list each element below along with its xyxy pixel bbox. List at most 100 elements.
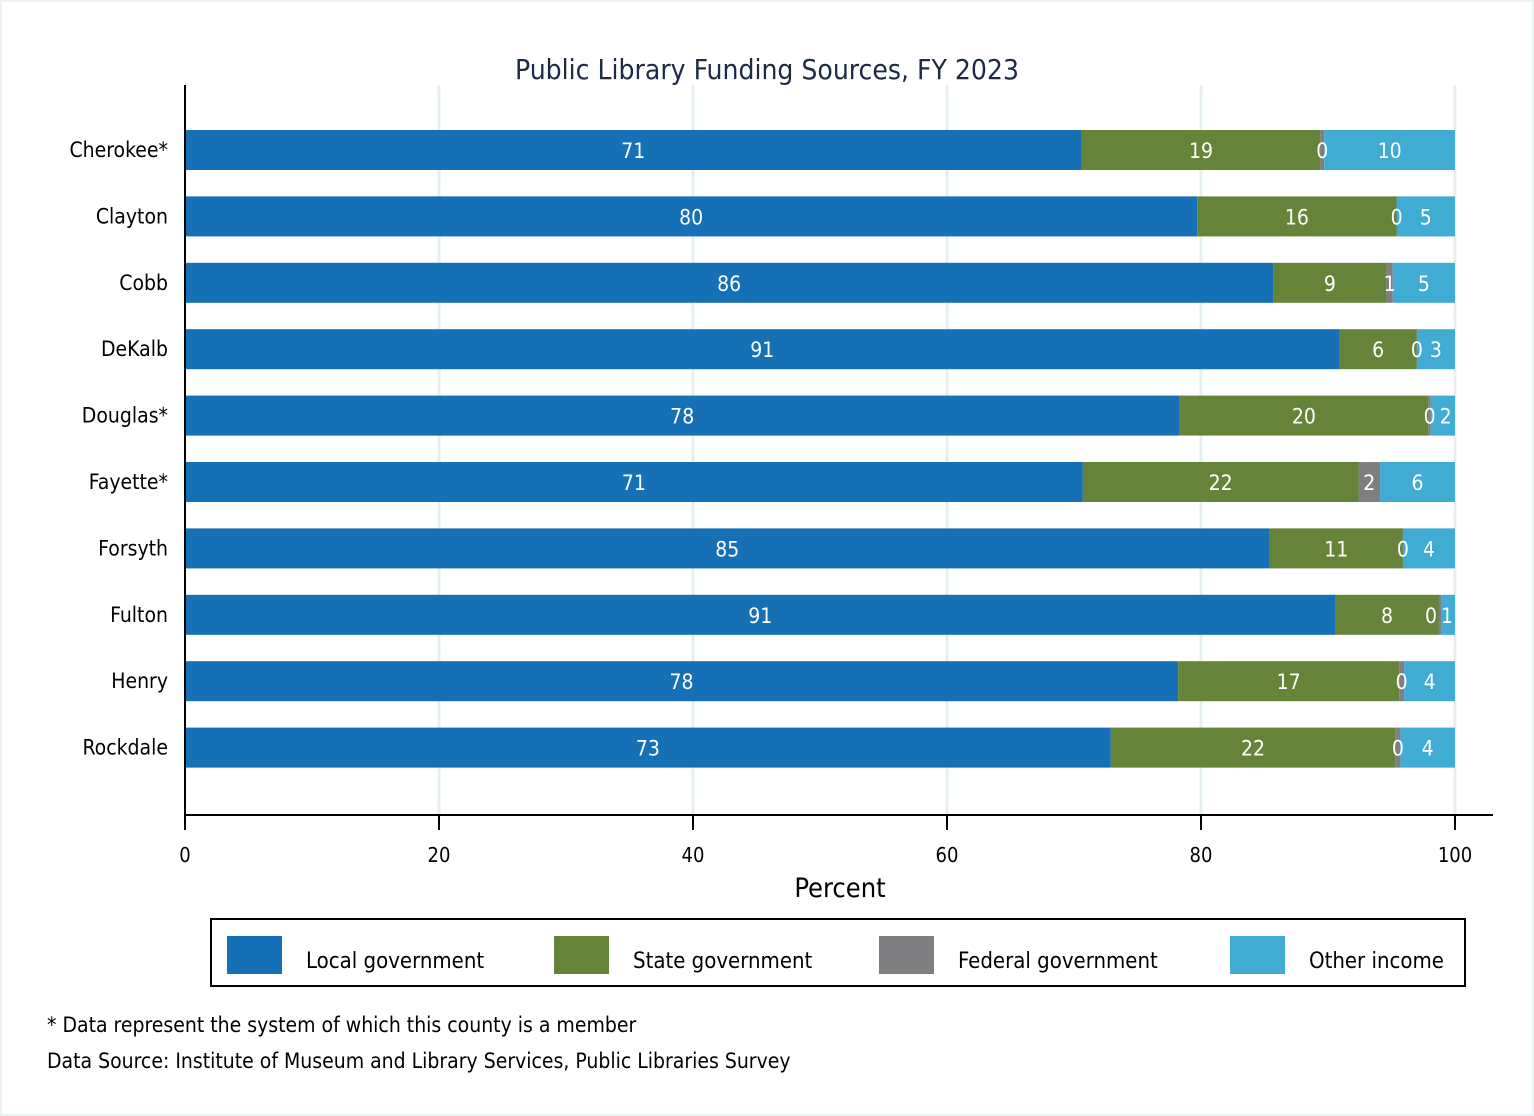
bar-data-label: 5 — [1420, 205, 1432, 229]
bar-segment-federal-government — [1320, 130, 1325, 170]
bar-data-label: 1 — [1441, 604, 1453, 628]
y-category-label: Henry — [111, 669, 168, 693]
bar-data-label: 3 — [1430, 338, 1442, 362]
bar-data-label: 5 — [1418, 272, 1430, 296]
y-category-label: Cherokee* — [69, 138, 168, 162]
bar-data-label: 0 — [1392, 737, 1404, 761]
bar-segment-local-government — [185, 130, 1082, 170]
bar-data-label: 86 — [717, 272, 741, 296]
bar-data-label: 6 — [1372, 338, 1384, 362]
bar-segment-federal-government — [1386, 262, 1393, 303]
bar-data-label: 20 — [1292, 405, 1316, 429]
bar-segment-federal-government — [1399, 661, 1405, 702]
legend-item-federal: Federal government — [879, 935, 1158, 975]
legend: Local government State government Federa… — [210, 918, 1466, 987]
bar-data-label: 4 — [1422, 737, 1434, 761]
bar-data-label: 19 — [1189, 139, 1213, 163]
bar-segment-other-income — [1392, 262, 1455, 303]
bar-segment-state-government — [1335, 594, 1439, 635]
chart-title: Public Library Funding Sources, FY 2023 — [515, 53, 1019, 86]
bar-data-label: 6 — [1412, 471, 1424, 495]
bar-segment-federal-government — [1428, 395, 1431, 436]
bar-data-label: 0 — [1397, 537, 1409, 561]
bar-data-label: 0 — [1391, 205, 1403, 229]
bar-segment-other-income — [1404, 661, 1455, 702]
bar-segment-other-income — [1416, 329, 1455, 370]
stacked-bar-chart: Public Library Funding Sources, FY 2023 … — [69, 53, 1493, 904]
bar-data-label: 0 — [1424, 405, 1436, 429]
bar-segment-local-government — [185, 262, 1274, 303]
bar-segment-state-government — [1339, 329, 1417, 370]
bar-segment-local-government — [185, 196, 1198, 237]
bar-data-label: 78 — [670, 405, 694, 429]
asterisk-footnote: * Data represent the system of which thi… — [47, 1013, 637, 1037]
x-axis-label: Percent — [794, 873, 885, 904]
bar-segment-state-government — [1179, 395, 1429, 436]
bar-data-label: 80 — [679, 205, 703, 229]
bar-data-label: 22 — [1209, 471, 1233, 495]
bar-segment-other-income — [1430, 395, 1455, 436]
x-tick-label: 20 — [428, 843, 451, 867]
y-category-label: Cobb — [119, 271, 168, 295]
bar-segment-other-income — [1400, 727, 1455, 768]
bar-data-label: 10 — [1378, 139, 1402, 163]
gridlines — [437, 85, 1457, 815]
bar-data-label: 71 — [621, 139, 645, 163]
legend-swatch-state — [554, 936, 609, 974]
bar-data-label: 9 — [1324, 272, 1336, 296]
legend-item-other: Other income — [1230, 935, 1444, 975]
bar-segment-other-income — [1441, 594, 1455, 635]
bar-data-label: 71 — [622, 471, 646, 495]
x-tick-label: 40 — [682, 843, 705, 867]
legend-swatch-federal — [879, 936, 934, 974]
y-category-label: Fulton — [110, 603, 168, 627]
legend-swatch-other — [1230, 936, 1285, 974]
bar-segment-local-government — [185, 329, 1340, 370]
bar-segment-federal-government — [1438, 594, 1442, 635]
bar-data-label: 17 — [1277, 670, 1301, 694]
bar-segment-other-income — [1396, 196, 1455, 237]
bar-segment-local-government — [185, 462, 1083, 502]
y-axis-labels: Cherokee* Clayton Cobb DeKalb Douglas* Fayett… — [69, 138, 168, 760]
bar-segment-other-income — [1402, 528, 1455, 569]
bar-segment-local-government — [185, 395, 1180, 436]
legend-item-local: Local government — [227, 935, 484, 975]
bar-segment-federal-government — [1395, 727, 1401, 768]
legend-item-state: State government — [554, 935, 812, 975]
bar-data-label: 0 — [1425, 604, 1437, 628]
bar-data-label: 91 — [748, 604, 772, 628]
legend-label-state: State government — [633, 948, 813, 974]
y-category-label: Clayton — [96, 204, 168, 228]
bar-data-label: 0 — [1316, 139, 1328, 163]
legend-label-federal: Federal government — [958, 948, 1158, 974]
bars — [185, 130, 1455, 768]
bar-segment-state-government — [1178, 661, 1400, 702]
bar-segment-other-income — [1380, 462, 1455, 502]
bar-data-label: 4 — [1423, 537, 1435, 561]
bar-data-label: 78 — [670, 670, 694, 694]
bar-data-label: 0 — [1396, 670, 1408, 694]
y-category-label: Fayette* — [89, 470, 168, 494]
bar-segment-state-government — [1269, 528, 1403, 569]
bar-data-label: 2 — [1440, 405, 1452, 429]
bar-segment-state-government — [1081, 130, 1321, 170]
bar-data-label: 0 — [1411, 338, 1423, 362]
legend-label-local: Local government — [306, 948, 485, 974]
data-source-note: Data Source: Institute of Museum and Lib… — [47, 1049, 791, 1073]
bar-data-label: 2 — [1363, 471, 1375, 495]
bar-data-label: 73 — [636, 737, 660, 761]
bar-segment-local-government — [185, 594, 1336, 635]
bar-data-label: 91 — [750, 338, 774, 362]
bar-data-label: 22 — [1241, 737, 1265, 761]
y-category-label: Douglas* — [82, 404, 168, 428]
bar-data-label: 85 — [715, 537, 739, 561]
bar-segment-state-government — [1082, 462, 1359, 502]
bar-segment-federal-government — [1358, 462, 1381, 502]
bar-segment-state-government — [1110, 727, 1396, 768]
y-category-label: Forsyth — [98, 536, 168, 560]
bar-segment-local-government — [185, 661, 1179, 702]
bar-segment-other-income — [1324, 130, 1455, 170]
x-tick-label: 60 — [936, 843, 959, 867]
x-tick-label: 80 — [1190, 843, 1213, 867]
